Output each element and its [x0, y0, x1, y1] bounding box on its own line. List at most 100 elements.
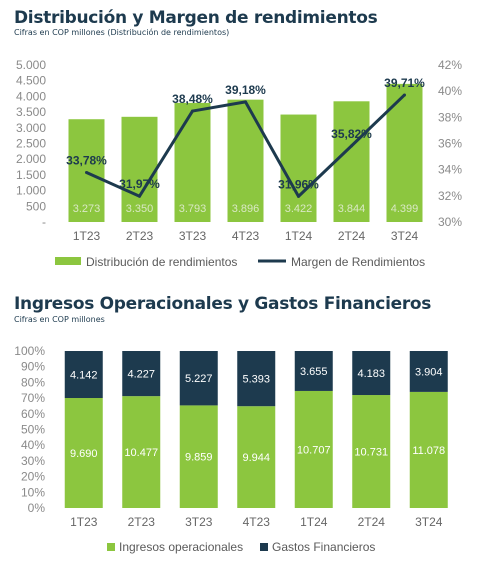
- chart2-subtitle: Cifras en COP millones: [14, 315, 105, 324]
- y-axis-tick: 1.000: [16, 184, 46, 198]
- x-axis-tick: 1T24: [285, 229, 313, 243]
- chart1-title: Distribución y Margen de rendimientos: [14, 8, 378, 28]
- x-axis-tick: 3T23: [179, 229, 207, 243]
- y-axis-tick: 50%: [21, 423, 45, 437]
- y-axis-tick: 80%: [21, 375, 45, 389]
- stacked-bar-gastos: [294, 351, 333, 391]
- x-axis-tick: 2T24: [358, 515, 386, 529]
- bar-value-label: 4.399: [391, 203, 419, 215]
- stacked-bar-ingresos: [352, 395, 391, 508]
- x-axis-tick: 2T23: [128, 515, 156, 529]
- y-axis-tick: 100%: [14, 344, 45, 358]
- bar-value-label: 3.896: [232, 203, 260, 215]
- y2-axis-tick: 40%: [438, 84, 462, 98]
- y-axis-tick: 30%: [21, 454, 45, 468]
- bar-value-label-gastos: 5.227: [185, 373, 213, 385]
- line-point: [297, 194, 300, 198]
- chart2-title: Ingresos Operacionales y Gastos Financie…: [14, 294, 432, 314]
- bar-value-label-gastos: 4.183: [357, 368, 385, 380]
- line-point: [403, 93, 406, 97]
- legend-label-line: Margen de Rendimientos: [291, 255, 425, 269]
- y-axis-tick: 0%: [28, 501, 46, 515]
- y2-axis-tick: 34%: [438, 163, 462, 177]
- line-point: [350, 144, 353, 148]
- line-point: [138, 194, 141, 198]
- bar-value-label: 3.793: [179, 203, 207, 215]
- line-value-label: 33,78%: [66, 154, 107, 168]
- stacked-bar-gastos: [352, 351, 391, 396]
- bar-value-label-gastos: 4.142: [70, 370, 98, 382]
- bar-value-label-ingresos: 9.690: [70, 448, 98, 460]
- bar-value-label-gastos: 3.904: [415, 366, 443, 378]
- x-axis-tick: 4T23: [232, 229, 260, 243]
- bar-value-label-ingresos: 10.477: [124, 447, 158, 459]
- legend-label-ingresos: Ingresos operacionales: [119, 540, 243, 554]
- line-value-label: 38,48%: [172, 92, 213, 106]
- bar-value-label-gastos: 5.393: [242, 374, 270, 386]
- stacked-bar-ingresos: [294, 390, 333, 508]
- legend-swatch-ingresos: [107, 543, 115, 551]
- stacked-bar-ingresos: [409, 391, 448, 508]
- x-axis-tick: 2T24: [338, 229, 366, 243]
- y-axis-tick: 10%: [21, 485, 45, 499]
- y-axis-tick: 500: [26, 199, 46, 213]
- bar-value-label-gastos: 4.227: [127, 369, 155, 381]
- bar-value-label: 3.273: [73, 203, 101, 215]
- stacked-bar-gastos: [237, 351, 276, 407]
- bar-value-label: 3.844: [338, 203, 366, 215]
- bar: [68, 119, 105, 222]
- x-axis-tick: 1T23: [73, 229, 101, 243]
- bar: [227, 99, 264, 222]
- line-value-label: 31,96%: [278, 177, 319, 191]
- line-point: [244, 100, 247, 104]
- chart1-subtitle: Cifras en COP millones (Distribución de …: [14, 28, 230, 37]
- stacked-bar-gastos: [122, 351, 161, 397]
- x-axis-tick: 1T24: [300, 515, 328, 529]
- line-value-label: 31,97%: [119, 177, 160, 191]
- stacked-bar-ingresos: [64, 398, 103, 508]
- x-axis-tick: 4T23: [243, 515, 271, 529]
- bar-value-label-ingresos: 10.707: [297, 444, 331, 456]
- bar-value-label-gastos: 3.655: [300, 366, 328, 378]
- y2-axis-tick: 32%: [438, 189, 462, 203]
- bar-value-label-ingresos: 9.944: [242, 452, 270, 464]
- line-point: [85, 171, 88, 175]
- bar: [280, 114, 317, 222]
- y-axis-tick: 40%: [21, 438, 45, 452]
- y-axis-tick: 4.500: [16, 74, 46, 88]
- line-point: [191, 109, 194, 113]
- y-axis-tick: 70%: [21, 391, 45, 405]
- y-axis-tick: 2.500: [16, 137, 46, 151]
- y-axis-tick: 3.500: [16, 105, 46, 119]
- y-axis-tick: 2.000: [16, 152, 46, 166]
- y-axis-tick: -: [42, 215, 46, 229]
- stacked-bar-gastos: [409, 351, 448, 392]
- y2-axis-tick: 42%: [438, 58, 462, 72]
- y-axis-tick: 4.000: [16, 89, 46, 103]
- bar-value-label-ingresos: 9.859: [185, 452, 213, 464]
- stacked-bar-gastos: [64, 351, 103, 399]
- stacked-bar-ingresos: [237, 406, 276, 508]
- y-axis-tick: 20%: [21, 470, 45, 484]
- x-axis-tick: 3T23: [185, 515, 213, 529]
- legend-swatch-bar: [55, 257, 81, 265]
- bar-value-label-ingresos: 11.078: [412, 445, 445, 457]
- y-axis-tick: 3.000: [16, 121, 46, 135]
- y-axis-tick: 5.000: [16, 58, 46, 72]
- bar: [174, 102, 211, 222]
- stacked-bar-ingresos: [122, 396, 161, 508]
- x-axis-tick: 2T23: [126, 229, 154, 243]
- y-axis-tick: 90%: [21, 360, 45, 374]
- bar-value-label: 3.422: [285, 203, 313, 215]
- bar-value-label: 3.350: [126, 203, 154, 215]
- y2-axis-tick: 38%: [438, 110, 462, 124]
- legend-label-gastos: Gastos Financieros: [272, 540, 375, 554]
- line-value-label: 39,18%: [225, 83, 266, 97]
- x-axis-tick: 1T23: [70, 515, 98, 529]
- y-axis-tick: 1.500: [16, 168, 46, 182]
- x-axis-tick: 3T24: [391, 229, 419, 243]
- legend-label-bar: Distribución de rendimientos: [86, 255, 237, 269]
- line-value-label: 39,71%: [384, 76, 425, 90]
